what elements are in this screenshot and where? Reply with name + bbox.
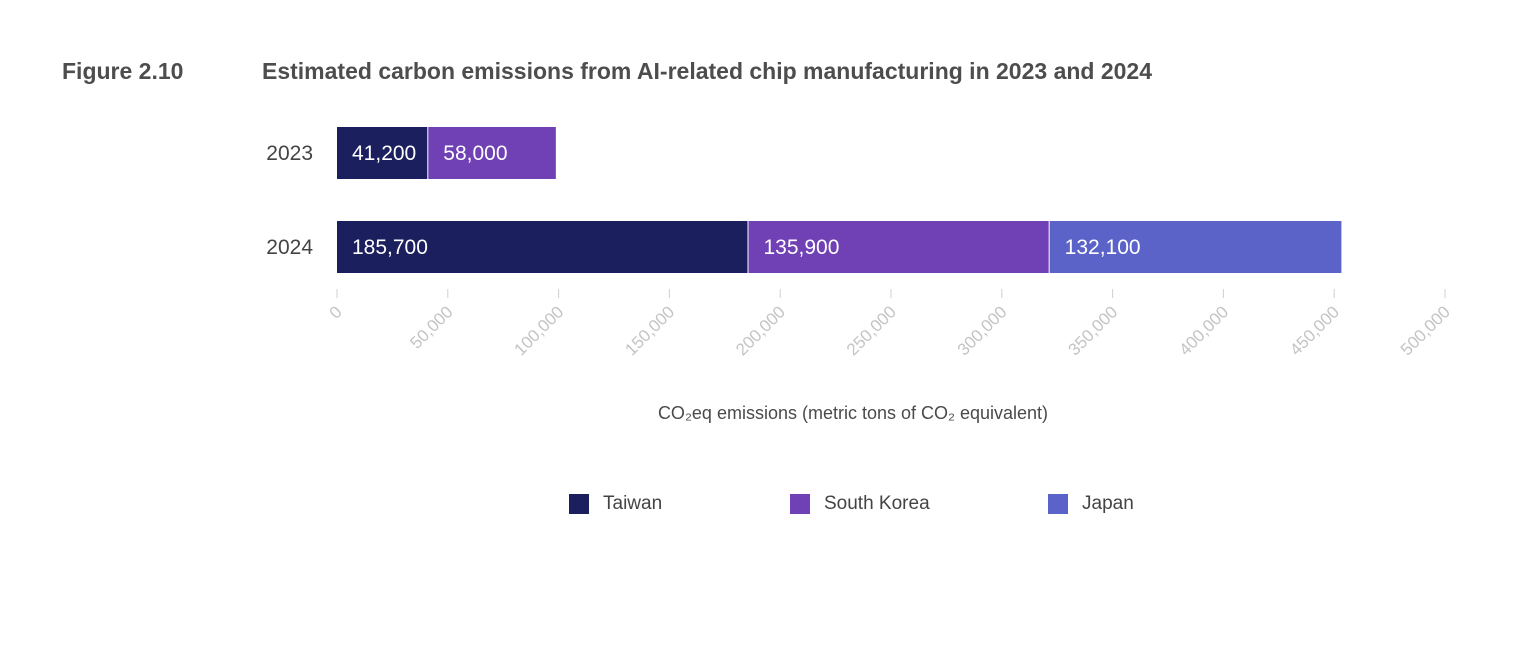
legend-item-japan: Japan: [1048, 493, 1134, 515]
bar-label-2023-south-korea: 58,000: [443, 142, 507, 165]
chart-title: Estimated carbon emissions from AI-relat…: [262, 58, 1153, 84]
x-tick-label-250000: 250,000: [843, 302, 900, 359]
x-tick-label-100000: 100,000: [511, 302, 568, 359]
x-tick-label-0: 0: [326, 302, 346, 322]
legend: Taiwan South Korea Japan: [0, 493, 1534, 517]
x-tick-label-150000: 150,000: [621, 302, 678, 359]
bar-label-2024-south-korea: 135,900: [764, 236, 840, 259]
legend-label-south-korea: South Korea: [824, 493, 930, 514]
x-tick-label-450000: 450,000: [1286, 302, 1343, 359]
bar-2023-taiwan: [337, 127, 428, 179]
x-tick-label-500000: 500,000: [1397, 302, 1454, 359]
x-axis: 0 50,000 100,000 150,000 200,000 250,000 300,0…: [326, 289, 1454, 359]
category-label-2023: 2023: [266, 142, 313, 165]
x-tick-label-50000: 50,000: [406, 302, 456, 352]
bar-label-2023-taiwan: 41,200: [352, 142, 416, 165]
legend-swatch-taiwan: [569, 494, 589, 514]
bar-2024-taiwan: [337, 221, 748, 273]
bar-label-2024-taiwan: 185,700: [352, 236, 428, 259]
bars-layer: 2023 41,200 58,000 2024 185,700 135,900 132,10…: [266, 127, 1342, 273]
x-tick-label-400000: 400,000: [1175, 302, 1232, 359]
bar-2024-south-korea: [748, 221, 1049, 273]
legend-label-taiwan: Taiwan: [603, 493, 663, 514]
legend-label-japan: Japan: [1082, 493, 1134, 514]
legend-item-taiwan: Taiwan: [569, 493, 662, 515]
figure-label: Figure 2.10: [62, 58, 184, 84]
bar-2024-japan: [1049, 221, 1342, 273]
x-tick-label-300000: 300,000: [954, 302, 1011, 359]
x-tick-label-200000: 200,000: [732, 302, 789, 359]
bar-2023-south-korea: [428, 127, 556, 179]
stacked-bar-chart: 2023 41,200 58,000 2024 185,700 135,900 132,10…: [266, 127, 1454, 423]
legend-swatch-south-korea: [790, 494, 810, 514]
bar-label-2024-japan: 132,100: [1065, 236, 1141, 259]
x-axis-title: CO₂eq emissions (metric tons of CO₂ equi…: [658, 403, 1048, 423]
legend-swatch-japan: [1048, 494, 1068, 514]
legend-item-south-korea: South Korea: [790, 493, 930, 515]
x-tick-label-350000: 350,000: [1065, 302, 1122, 359]
category-label-2024: 2024: [266, 236, 313, 259]
